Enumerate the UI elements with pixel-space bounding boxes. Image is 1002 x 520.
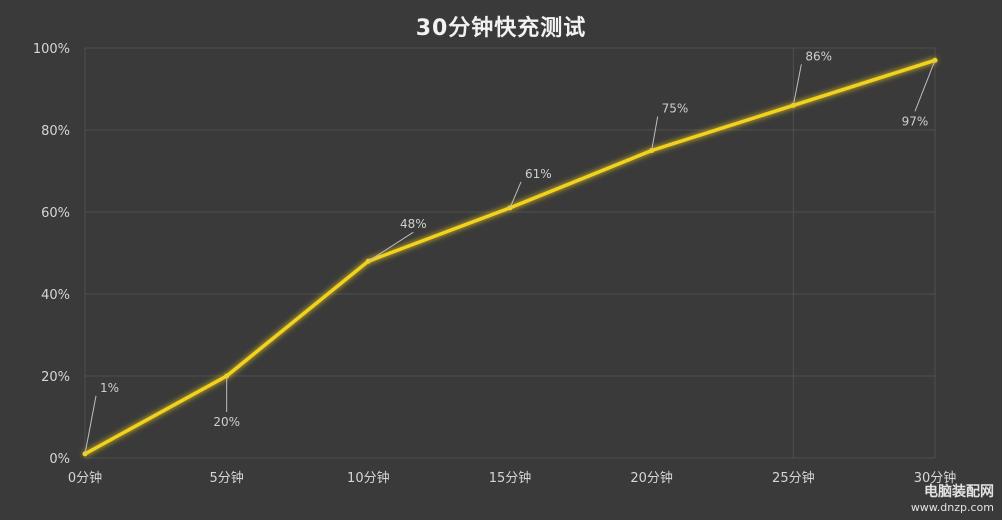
y-tick-label: 80%	[41, 124, 70, 139]
watermark-title: 电脑装配网	[924, 484, 994, 500]
y-tick-label: 0%	[49, 452, 70, 467]
x-tick-label: 25分钟	[772, 470, 815, 486]
watermark-url: www.dnzp.com	[910, 501, 994, 514]
x-tick-label: 10分钟	[347, 470, 390, 486]
callout-leader	[84, 395, 97, 454]
y-tick-label: 60%	[41, 206, 70, 221]
data-label: 97%	[902, 114, 929, 128]
callout-leader	[368, 231, 414, 262]
y-tick-label: 20%	[41, 370, 70, 385]
x-tick-label: 0分钟	[68, 470, 102, 486]
series-line	[83, 58, 937, 456]
x-tick-label: 20分钟	[630, 470, 673, 486]
watermark: 电脑装配网 www.dnzp.com	[911, 481, 994, 514]
data-label: 61%	[525, 167, 552, 181]
y-tick-label: 40%	[41, 288, 70, 303]
x-tick-label: 30分钟	[914, 470, 957, 486]
x-tick-label: 15分钟	[489, 470, 532, 486]
x-tick-label: 5分钟	[210, 470, 244, 486]
callout-leader	[914, 60, 936, 112]
callout-leader	[509, 181, 522, 209]
data-label: 75%	[662, 102, 689, 116]
y-tick-label: 100%	[33, 42, 70, 57]
data-label: 20%	[213, 415, 240, 429]
chart-title: 30分钟快充测试	[415, 16, 587, 41]
callout-leader	[792, 64, 802, 106]
data-label: 86%	[805, 49, 832, 63]
callout-leader	[651, 116, 659, 151]
data-label: 48%	[400, 217, 427, 231]
data-label: 1%	[100, 381, 119, 395]
